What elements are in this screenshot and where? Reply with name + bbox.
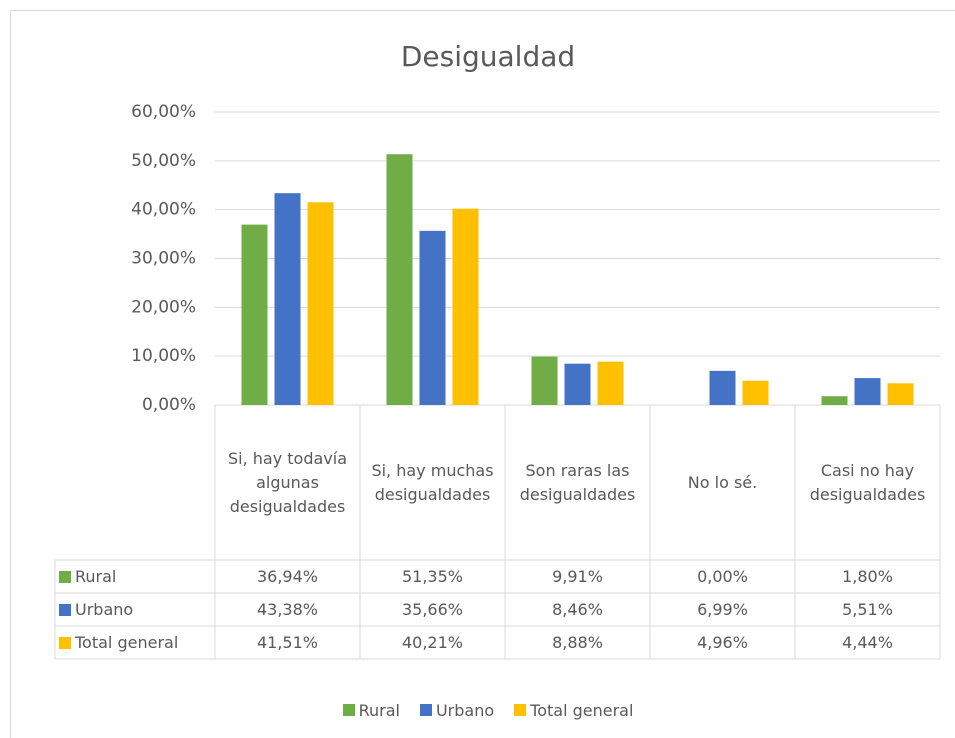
bar <box>564 363 591 405</box>
bar <box>274 193 301 405</box>
table-value: 6,99% <box>697 599 748 619</box>
y-tick-label: 40,00% <box>131 200 196 220</box>
table-value: 41,51% <box>256 632 318 652</box>
bar <box>887 383 914 405</box>
chart-title: Desigualdad <box>401 40 575 73</box>
table-value: 40,21% <box>401 632 463 652</box>
row-name: Urbano <box>75 599 134 619</box>
table-value: 5,51% <box>842 599 893 619</box>
y-tick-label: 10,00% <box>131 346 196 366</box>
legend-key <box>419 704 432 716</box>
legend-key <box>342 704 355 716</box>
y-tick-label: 20,00% <box>131 297 196 317</box>
table-row-label: Total general <box>59 626 215 659</box>
y-tick-label: 0,00% <box>142 395 196 415</box>
legend: Rural Urbano Total general <box>0 698 955 724</box>
legend-key <box>59 570 71 583</box>
table-row-label: Rural <box>59 560 215 593</box>
legend-item: Urbano <box>419 699 495 723</box>
y-tick-label: 30,00% <box>131 249 196 269</box>
x-tick-label: No lo sé. <box>687 472 758 492</box>
table-value: 43,38% <box>256 599 318 619</box>
bar <box>854 378 881 405</box>
table-value: 36,94% <box>256 566 318 586</box>
table-value: 4,44% <box>842 632 893 652</box>
bar <box>241 224 268 405</box>
table-value: 8,88% <box>552 632 603 652</box>
bar <box>531 356 558 405</box>
chart-border <box>10 10 955 738</box>
legend-key <box>59 603 71 616</box>
legend-label: Rural <box>358 701 400 720</box>
table-value: 9,91% <box>552 566 603 586</box>
bar <box>597 361 624 405</box>
x-tick-label: Si, hay muchas desigualdades <box>371 460 494 504</box>
x-tick-label: Son raras las desigualdades <box>519 460 636 504</box>
bar <box>307 202 334 405</box>
legend-key <box>514 704 527 716</box>
bar <box>419 230 446 405</box>
bar <box>742 380 769 405</box>
bar <box>386 154 413 405</box>
legend-key <box>59 636 71 649</box>
x-tick-label: Si, hay todavía algunas desigualdades <box>227 448 347 516</box>
bar <box>452 208 479 405</box>
row-name: Total general <box>75 632 179 652</box>
row-name: Rural <box>75 566 117 586</box>
table-row-label: Urbano <box>59 593 215 626</box>
bar <box>821 396 848 405</box>
y-tick-label: 60,00% <box>131 102 196 122</box>
table-value: 51,35% <box>401 566 463 586</box>
legend-label: Urbano <box>435 701 495 720</box>
table-value: 4,96% <box>697 632 748 652</box>
legend-item: Rural <box>342 699 400 723</box>
table-value: 8,46% <box>552 599 603 619</box>
bar <box>709 370 736 405</box>
table-value: 1,80% <box>842 566 893 586</box>
table-value: 35,66% <box>401 599 463 619</box>
table-value: 0,00% <box>697 566 748 586</box>
y-tick-label: 50,00% <box>131 151 196 171</box>
x-tick-label: Casi no hay desigualdades <box>809 460 926 504</box>
legend-label: Total general <box>530 701 634 720</box>
legend-item: Total general <box>514 699 633 723</box>
